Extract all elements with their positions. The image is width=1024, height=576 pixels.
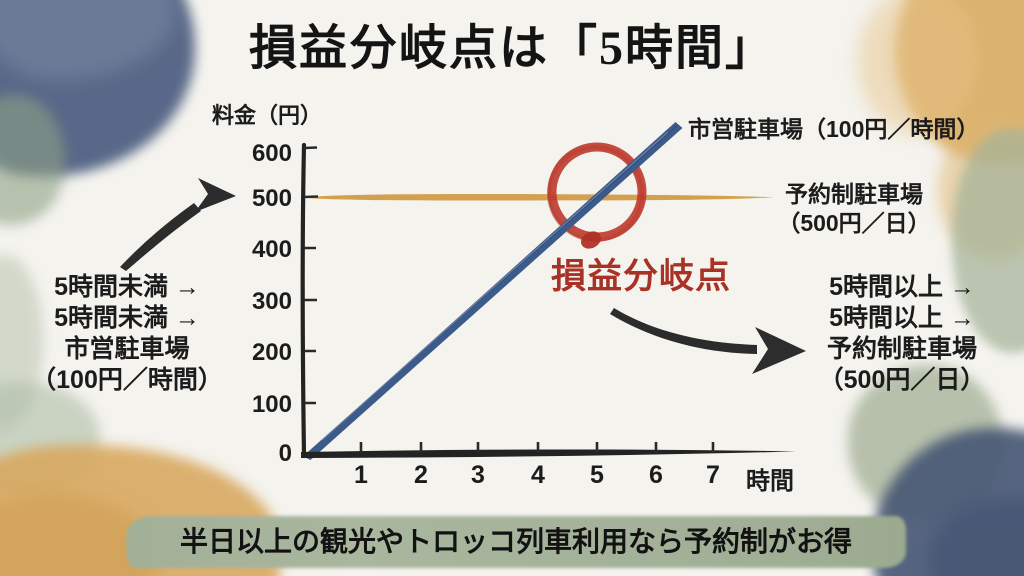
over-5-hours-note-line: 5時間以上 → xyxy=(829,304,975,332)
page-title: 損益分岐点は「5時間」 xyxy=(248,22,775,75)
break-even-label: 損益分岐点 xyxy=(550,257,731,296)
x-tick-label: 4 xyxy=(531,461,545,489)
under-5-hours-note: 5時間未満 → 5時間未満 → 市営駐車場 （100円／時間） xyxy=(23,272,231,396)
x-tick-label: 6 xyxy=(649,461,663,489)
y-axis-line xyxy=(300,142,307,459)
over-5-hours-note-line: 5時間以上 → xyxy=(829,273,975,301)
x-tick-label: 5 xyxy=(590,461,604,489)
y-axis-ticks xyxy=(303,146,319,405)
y-axis-label: 料金（円） xyxy=(212,103,323,128)
y-tick-label: 400 xyxy=(251,236,292,263)
under-5-hours-note-line: 5時間未満 → xyxy=(54,304,200,332)
under-5-hours-note-line: 5時間未満 → xyxy=(54,273,200,301)
y-tick-label: 0 xyxy=(278,440,292,467)
y-tick-label: 300 xyxy=(251,288,292,315)
over-5-hours-note: 5時間以上 → 5時間以上 → 予約制駐車場 （500円／日） xyxy=(798,272,1006,396)
reserved-parking-series-label: 予約制駐車場 （500円／日） xyxy=(758,180,950,238)
reserved-parking-series-label-line2: （500円／日） xyxy=(777,210,931,236)
x-tick-label: 1 xyxy=(354,461,368,489)
x-tick-label: 2 xyxy=(414,461,428,489)
footer-banner-text: 半日以上の観光やトロッコ列車利用なら予約制がお得 xyxy=(179,526,852,557)
x-axis-ticks xyxy=(359,442,715,453)
x-axis-line xyxy=(301,449,796,458)
break-even-circle-annotation xyxy=(547,142,647,249)
brush-arrow-left-icon xyxy=(120,178,236,271)
under-5-hours-note-line: 市営駐車場 xyxy=(64,335,190,363)
x-tick-label: 3 xyxy=(471,461,485,489)
x-axis-label: 時間 xyxy=(746,468,794,495)
y-tick-label: 500 xyxy=(251,185,292,212)
municipal-parking-series-label: 市営駐車場（100円／時間） xyxy=(688,116,980,142)
under-5-hours-note-line: （100円／時間） xyxy=(31,366,223,394)
reserved-parking-series-label-line1: 予約制駐車場 xyxy=(785,181,923,207)
x-tick-label: 7 xyxy=(706,461,720,489)
chart-axes xyxy=(300,142,796,459)
brush-arrow-right-icon xyxy=(610,308,806,374)
over-5-hours-note-line: （500円／日） xyxy=(818,366,986,394)
y-tick-label: 100 xyxy=(251,391,292,418)
municipal-parking-line xyxy=(303,122,683,460)
y-tick-label: 200 xyxy=(251,339,292,366)
reserved-parking-line xyxy=(305,193,773,201)
over-5-hours-note-line: 予約制駐車場 xyxy=(826,335,977,363)
y-tick-label: 600 xyxy=(251,140,292,167)
